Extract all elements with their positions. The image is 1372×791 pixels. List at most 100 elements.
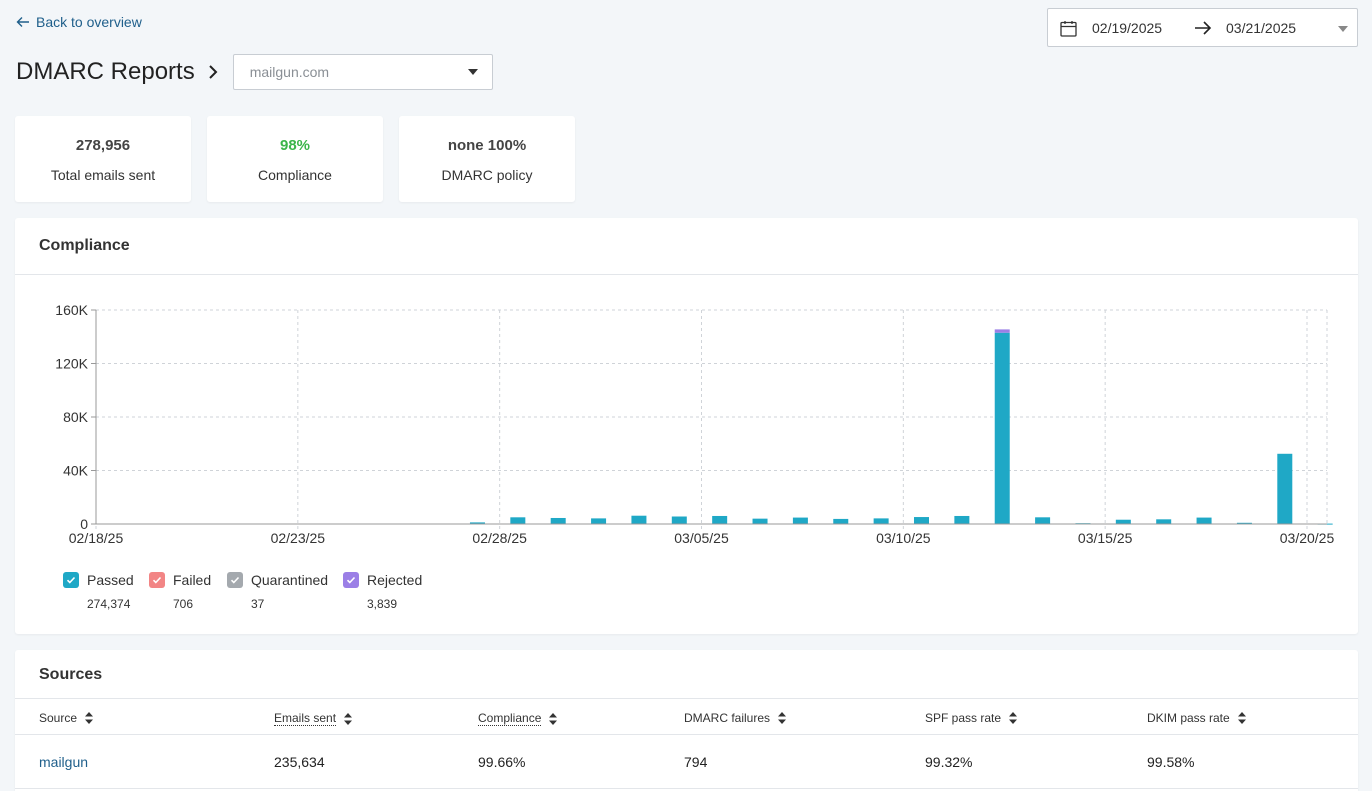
legend-checkbox[interactable] [343, 572, 359, 588]
column-header-dkim-pass-rate[interactable]: DKIM pass rate [1147, 711, 1246, 725]
bar-passed [510, 517, 526, 524]
stat-label: Total emails sent [50, 167, 156, 183]
bar-passed [994, 332, 1010, 524]
domain-select[interactable]: mailgun.com [232, 54, 493, 90]
bar-passed [631, 515, 647, 524]
x-tick-label: 02/23/25 [271, 530, 326, 546]
legend-count: 274,374 [87, 597, 131, 611]
bar-passed [792, 517, 808, 524]
legend-count: 37 [251, 597, 265, 611]
stat-compliance: 98% Compliance [207, 116, 383, 202]
bar-passed [469, 522, 485, 524]
compliance-panel: Compliance 0 40K 80K 120K 160K 02/18/25 02/23/… [15, 218, 1358, 634]
bar-passed [671, 516, 687, 524]
bar-passed [1035, 517, 1051, 524]
sort-icon [344, 712, 353, 725]
table-cell: 99.66% [478, 754, 526, 770]
column-label: Source [39, 711, 78, 725]
bar-passed [1156, 519, 1172, 524]
column-header-spf-pass-rate[interactable]: SPF pass rate [925, 711, 1018, 725]
divider [15, 698, 1358, 699]
legend-label: Passed [87, 572, 134, 588]
chevron-down-icon [1338, 26, 1348, 32]
stat-value: 278,956 [75, 137, 131, 154]
stat-label: Compliance [258, 167, 332, 183]
chevron-right-icon [208, 65, 218, 79]
sort-icon [778, 712, 787, 724]
stat-label: DMARC policy [441, 167, 533, 183]
sort-icon [1237, 712, 1246, 724]
bar-passed [712, 515, 728, 524]
chevron-down-icon [467, 69, 478, 75]
legend-item-rejected[interactable]: Rejected 3,839 [343, 572, 443, 611]
check-icon [152, 576, 162, 584]
bar-passed [833, 518, 849, 524]
bar-passed [954, 515, 970, 524]
date-end[interactable]: 03/21/2025 [1226, 20, 1297, 36]
bar-rejected [994, 329, 1010, 333]
x-tick-label: 03/15/25 [1078, 530, 1133, 546]
check-icon [346, 576, 356, 584]
column-label: DKIM pass rate [1147, 711, 1230, 725]
bar-passed [752, 518, 768, 524]
domain-select-value: mailgun.com [249, 64, 330, 80]
column-header-compliance[interactable]: Compliance [478, 711, 558, 726]
check-icon [66, 576, 76, 584]
compliance-chart: 0 40K 80K 120K 160K 02/18/25 02/23/25 02/28/25 0… [55, 302, 1335, 546]
bar-passed [1277, 453, 1293, 524]
back-link-label: Back to overview [36, 14, 142, 30]
x-tick-label: 03/10/25 [876, 530, 931, 546]
y-tick-label: 0 [80, 516, 88, 532]
legend-item-failed[interactable]: Failed 706 [149, 572, 227, 611]
page-title: DMARC Reports [16, 58, 195, 85]
table-cell: 794 [684, 754, 708, 770]
legend-item-quarantined[interactable]: Quarantined 37 [227, 572, 343, 611]
bar-passed [591, 518, 607, 524]
column-header-dmarc-failures[interactable]: DMARC failures [684, 711, 787, 725]
legend-checkbox[interactable] [149, 572, 165, 588]
legend-item-passed[interactable]: Passed 274,374 [63, 572, 149, 611]
bar-passed [913, 517, 929, 524]
column-label: SPF pass rate [925, 711, 1002, 725]
legend-count: 706 [173, 597, 194, 611]
bar-passed [550, 517, 566, 524]
chart-legend: Passed 274,374 Failed 706 Quarantined 37 Rejec… [63, 572, 443, 611]
back-to-overview-link[interactable]: Back to overview [16, 14, 142, 30]
column-header-emails-sent[interactable]: Emails sent [274, 711, 353, 726]
y-tick-label: 80K [63, 409, 89, 425]
bar-passed [1236, 522, 1252, 524]
column-header-source[interactable]: Source [39, 711, 94, 725]
source-link[interactable]: mailgun [39, 754, 89, 770]
date-start[interactable]: 02/19/2025 [1092, 20, 1163, 36]
x-tick-label: 03/20/25 [1280, 530, 1335, 546]
date-range-picker[interactable]: 02/19/2025 03/21/2025 [1047, 8, 1358, 47]
sources-title: Sources [39, 666, 103, 683]
bar-passed [873, 518, 889, 524]
y-tick-label: 160K [55, 302, 88, 318]
arrow-right-icon [1195, 21, 1212, 35]
title-row: DMARC Reports mailgun.com [16, 54, 493, 90]
stat-value: none 100% [447, 137, 527, 154]
legend-label: Quarantined [251, 572, 329, 588]
table-cell: 235,634 [274, 754, 325, 770]
arrow-left-icon [16, 17, 29, 27]
y-tick-label: 40K [63, 463, 89, 479]
x-tick-label: 02/18/25 [69, 530, 124, 546]
divider [15, 734, 1358, 735]
sort-icon [549, 712, 558, 725]
stat-dmarc-policy: none 100% DMARC policy [399, 116, 575, 202]
legend-count: 3,839 [367, 597, 398, 611]
divider [15, 788, 1358, 789]
table-cell: 99.58% [1147, 754, 1195, 770]
legend-checkbox[interactable] [63, 572, 79, 588]
legend-checkbox[interactable] [227, 572, 243, 588]
column-label: DMARC failures [684, 711, 771, 725]
stat-total-emails: 278,956 Total emails sent [15, 116, 191, 202]
bar-passed [1196, 517, 1212, 524]
legend-label: Rejected [367, 572, 423, 588]
calendar-icon [1060, 21, 1077, 37]
legend-label: Failed [173, 572, 212, 588]
compliance-title: Compliance [39, 237, 130, 254]
x-tick-label: 02/28/25 [472, 530, 527, 546]
sources-panel: Sources Source Emails sent Compliance DM… [15, 650, 1358, 791]
